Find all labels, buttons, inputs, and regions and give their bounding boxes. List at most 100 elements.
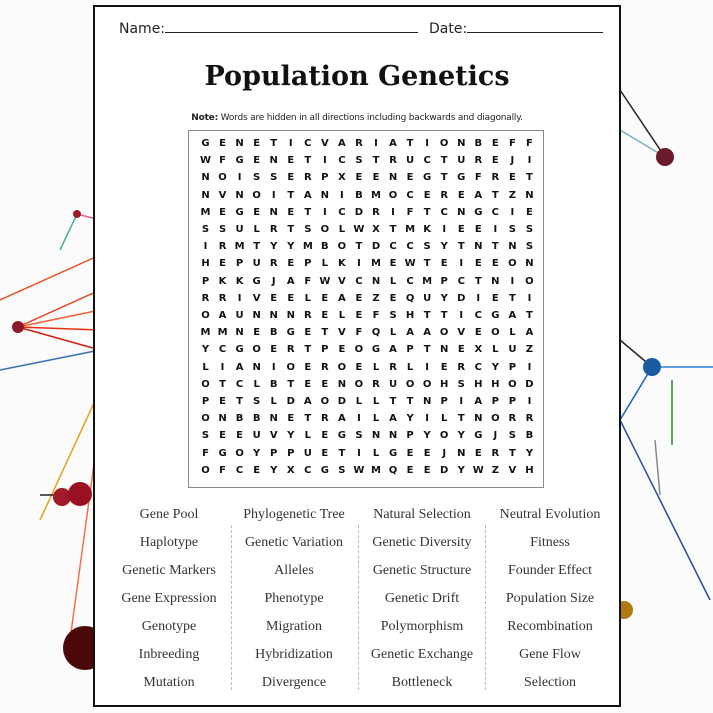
grid-letter[interactable]: J xyxy=(271,275,276,287)
grid-letter[interactable]: I xyxy=(442,224,447,235)
grid-letter[interactable]: E xyxy=(287,155,295,167)
grid-letter[interactable]: E xyxy=(321,378,329,390)
grid-letter[interactable]: F xyxy=(406,206,414,218)
grid-letter[interactable]: T xyxy=(304,206,312,218)
grid-letter[interactable]: Y xyxy=(525,447,534,459)
grid-letter[interactable]: U xyxy=(235,310,244,321)
grid-letter[interactable]: T xyxy=(219,378,226,390)
grid-letter[interactable]: A xyxy=(508,310,517,321)
grid-letter[interactable]: A xyxy=(389,344,397,356)
grid-letter[interactable]: E xyxy=(287,258,295,270)
grid-letter[interactable]: E xyxy=(287,292,295,304)
grid-letter[interactable]: V xyxy=(320,138,329,149)
grid-letter[interactable]: L xyxy=(321,258,329,270)
grid-letter[interactable]: T xyxy=(457,241,465,253)
grid-letter[interactable]: Y xyxy=(287,430,295,442)
grid-letter[interactable]: O xyxy=(439,138,449,149)
grid-letter[interactable]: R xyxy=(474,155,483,167)
grid-letter[interactable]: A xyxy=(303,189,312,201)
grid-letter[interactable]: C xyxy=(235,464,244,476)
grid-letter[interactable]: E xyxy=(406,464,414,476)
grid-letter[interactable]: T xyxy=(287,378,295,390)
grid-letter[interactable]: T xyxy=(304,413,312,425)
grid-letter[interactable]: F xyxy=(219,464,226,476)
grid-letter[interactable]: E xyxy=(406,447,414,459)
grid-letter[interactable]: V xyxy=(338,327,346,339)
grid-letter[interactable]: G xyxy=(423,172,432,184)
grid-letter[interactable]: Y xyxy=(287,241,295,253)
grid-letter[interactable]: N xyxy=(235,138,244,149)
grid-letter[interactable]: I xyxy=(237,172,242,184)
grid-letter[interactable]: N xyxy=(235,189,244,201)
grid-letter[interactable]: I xyxy=(425,361,429,373)
grid-letter[interactable]: M xyxy=(234,241,245,253)
grid-letter[interactable]: P xyxy=(508,361,517,373)
grid-letter[interactable]: G xyxy=(491,310,500,321)
grid-letter[interactable]: Y xyxy=(423,430,431,442)
grid-letter[interactable]: N xyxy=(201,189,210,201)
grid-letter[interactable]: N xyxy=(457,206,466,218)
grid-letter[interactable]: O xyxy=(508,378,517,390)
grid-letter[interactable]: I xyxy=(459,258,464,270)
grid-letter[interactable]: E xyxy=(372,172,380,184)
grid-letter[interactable]: O xyxy=(491,413,500,425)
grid-letter[interactable]: L xyxy=(389,327,397,339)
grid-letter[interactable]: A xyxy=(218,310,227,321)
grid-letter[interactable]: O xyxy=(439,430,449,442)
grid-letter[interactable]: O xyxy=(252,189,261,201)
grid-letter[interactable]: S xyxy=(525,224,534,235)
grid-letter[interactable]: B xyxy=(269,378,278,390)
grid-letter[interactable]: N xyxy=(388,172,398,184)
grid-letter[interactable]: O xyxy=(320,224,330,235)
grid-letter[interactable]: D xyxy=(337,396,347,407)
grid-letter[interactable]: P xyxy=(406,430,414,442)
grid-letter[interactable]: U xyxy=(406,155,415,167)
grid-letter[interactable]: T xyxy=(440,310,448,321)
grid-letter[interactable]: D xyxy=(286,396,295,407)
grid-letter[interactable]: N xyxy=(320,189,330,201)
grid-letter[interactable]: P xyxy=(270,447,278,459)
grid-letter[interactable]: A xyxy=(338,413,346,425)
grid-letter[interactable]: C xyxy=(491,206,500,218)
grid-letter[interactable]: C xyxy=(406,275,414,287)
grid-letter[interactable]: I xyxy=(527,292,532,304)
grid-letter[interactable]: G xyxy=(388,447,398,459)
grid-letter[interactable]: M xyxy=(405,224,416,235)
grid-letter[interactable]: G xyxy=(320,464,329,476)
grid-letter[interactable]: T xyxy=(406,396,414,407)
grid-letter[interactable]: S xyxy=(201,430,210,442)
grid-letter[interactable]: B xyxy=(355,189,363,201)
grid-letter[interactable]: E xyxy=(253,464,261,476)
date-line[interactable] xyxy=(467,19,604,33)
grid-letter[interactable]: T xyxy=(457,413,465,425)
grid-letter[interactable]: Y xyxy=(270,464,278,476)
grid-letter[interactable]: I xyxy=(527,361,532,373)
grid-letter[interactable]: R xyxy=(218,241,227,253)
grid-letter[interactable]: E xyxy=(440,361,448,373)
grid-letter[interactable]: T xyxy=(270,138,278,149)
grid-letter[interactable]: G xyxy=(235,155,244,167)
grid-letter[interactable]: M xyxy=(217,327,228,339)
grid-letter[interactable]: F xyxy=(526,138,533,149)
grid-letter[interactable]: J xyxy=(510,155,515,167)
grid-letter[interactable]: C xyxy=(457,275,465,287)
grid-letter[interactable]: B xyxy=(235,413,244,425)
grid-letter[interactable]: I xyxy=(493,224,498,235)
grid-letter[interactable]: N xyxy=(269,155,278,167)
grid-letter[interactable]: P xyxy=(201,275,210,287)
grid-letter[interactable]: A xyxy=(389,413,397,425)
grid-letter[interactable]: T xyxy=(338,447,346,459)
grid-letter[interactable]: U xyxy=(388,378,398,390)
grid-letter[interactable]: G xyxy=(337,430,346,442)
grid-letter[interactable]: H xyxy=(201,258,210,270)
grid-letter[interactable]: D xyxy=(440,464,449,476)
grid-letter[interactable]: E xyxy=(270,344,278,356)
grid-letter[interactable]: R xyxy=(269,258,278,270)
grid-letter[interactable]: D xyxy=(525,378,534,390)
grid-letter[interactable]: E xyxy=(526,206,533,218)
grid-letter[interactable]: L xyxy=(355,396,363,407)
grid-letter[interactable]: R xyxy=(269,224,278,235)
grid-letter[interactable]: E xyxy=(219,430,226,442)
grid-letter[interactable]: N xyxy=(269,310,278,321)
grid-letter[interactable]: L xyxy=(509,327,516,339)
